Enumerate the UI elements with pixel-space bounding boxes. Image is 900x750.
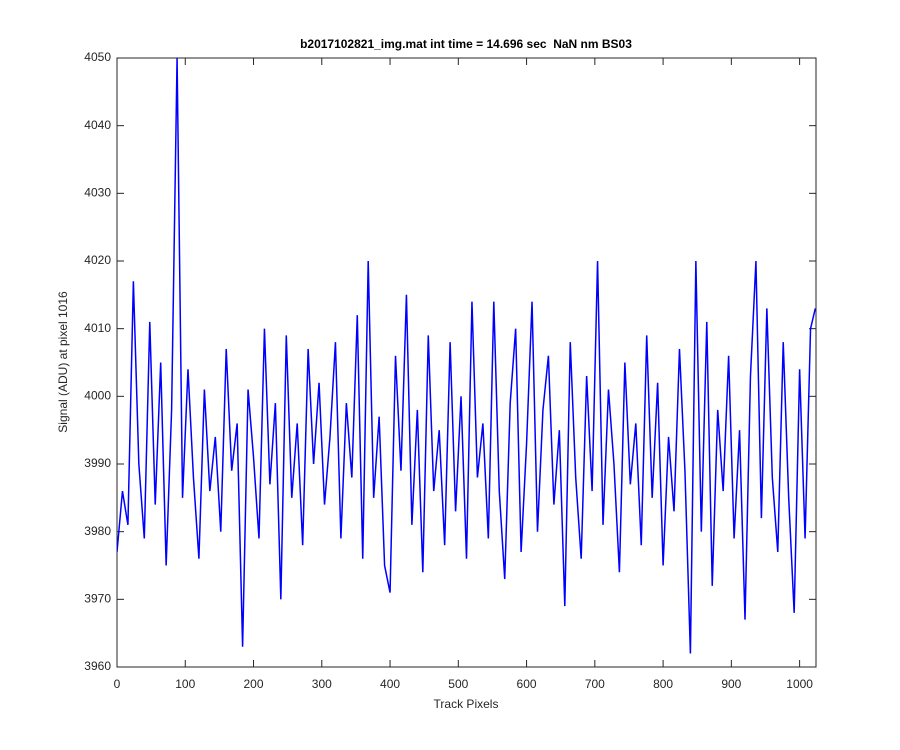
x-tick-label: 400 [380,677,400,691]
y-tick-label: 4010 [84,321,111,335]
x-tick-label: 1000 [786,677,813,691]
y-tick-label: 3990 [84,456,111,470]
x-tick-label: 900 [721,677,741,691]
x-tick-label: 500 [448,677,468,691]
x-tick-label: 700 [585,677,605,691]
x-tick-label: 100 [175,677,195,691]
y-tick-label: 3970 [84,592,111,606]
y-tick-label: 4000 [84,389,111,403]
x-tick-label: 0 [114,677,121,691]
chart-title: b2017102821_img.mat int time = 14.696 se… [300,37,632,51]
x-axis-label: Track Pixels [434,697,499,711]
x-tick-label: 300 [312,677,332,691]
data-line [117,58,816,654]
axes-box [116,57,817,668]
y-tick-label: 3960 [84,659,111,673]
y-tick-label: 4020 [84,253,111,267]
x-tick-label: 600 [517,677,537,691]
y-tick-label: 4040 [84,118,111,132]
x-tick-label: 200 [244,677,264,691]
y-tick-label: 4030 [84,186,111,200]
x-tick-label: 800 [653,677,673,691]
y-axis-label: Signal (ADU) at pixel 1016 [56,291,70,433]
y-tick-label: 4050 [84,50,111,64]
y-tick-label: 3980 [84,524,111,538]
